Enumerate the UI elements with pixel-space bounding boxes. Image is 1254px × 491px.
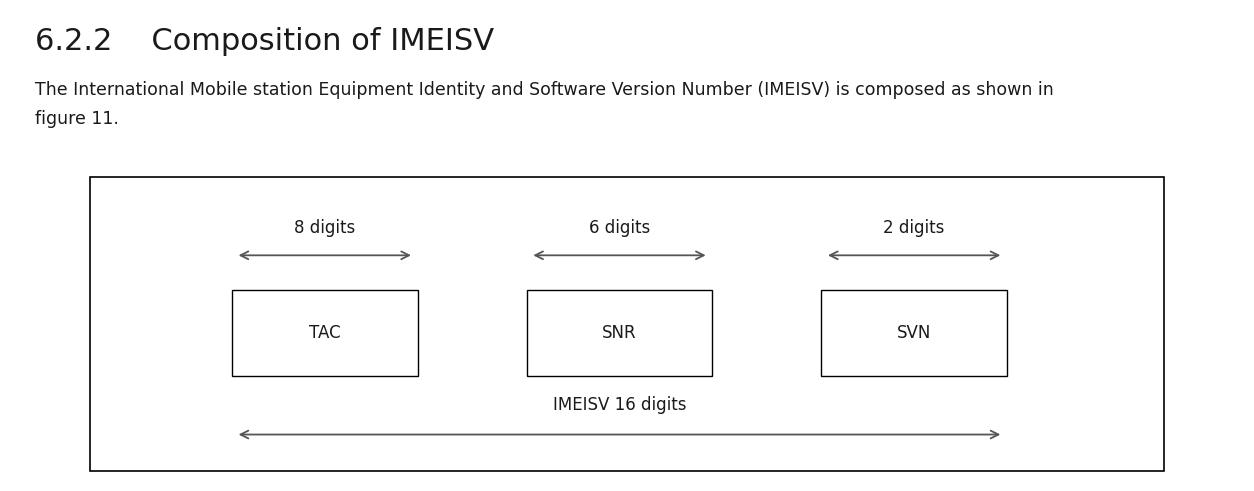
Bar [232, 290, 418, 376]
Text: 2 digits: 2 digits [884, 219, 944, 237]
Text: 6 digits: 6 digits [589, 219, 650, 237]
Text: SNR: SNR [602, 324, 637, 342]
Bar [527, 290, 712, 376]
Text: figure 11.: figure 11. [35, 110, 119, 129]
Text: The International Mobile station Equipment Identity and Software Version Number : The International Mobile station Equipme… [35, 81, 1053, 99]
Text: 8 digits: 8 digits [295, 219, 355, 237]
Text: TAC: TAC [308, 324, 341, 342]
Bar [90, 177, 1164, 471]
Text: 6.2.2    Composition of IMEISV: 6.2.2 Composition of IMEISV [35, 27, 494, 56]
Text: IMEISV 16 digits: IMEISV 16 digits [553, 396, 686, 414]
Bar [821, 290, 1007, 376]
Text: SVN: SVN [897, 324, 932, 342]
